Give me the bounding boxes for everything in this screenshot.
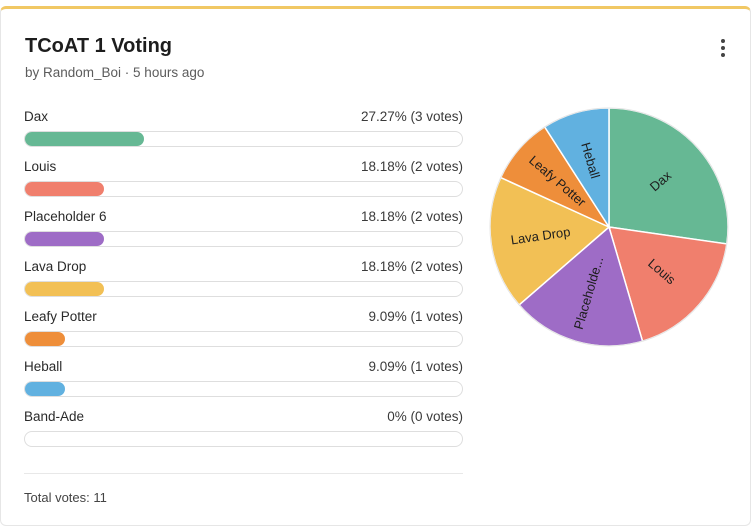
option-percentage: 0% (0 votes) bbox=[387, 409, 463, 424]
poll-option[interactable]: Lava Drop 18.18% (2 votes) bbox=[24, 259, 463, 299]
option-label: Heball bbox=[24, 359, 63, 374]
option-label: Louis bbox=[24, 159, 57, 174]
option-label: Band-Ade bbox=[24, 409, 85, 424]
total-votes: Total votes: 11 bbox=[24, 490, 107, 505]
poll-subtitle: by Random_Boi · 5 hours ago bbox=[25, 65, 205, 80]
more-options-icon[interactable] bbox=[713, 37, 733, 59]
poll-title: TCoAT 1 Voting bbox=[25, 35, 173, 57]
poll-option[interactable]: Band-Ade 0% (0 votes) bbox=[24, 409, 463, 449]
option-percentage: 27.27% (3 votes) bbox=[360, 109, 463, 124]
poll-option[interactable]: Louis 18.18% (2 votes) bbox=[24, 159, 463, 199]
option-percentage: 9.09% (1 votes) bbox=[368, 309, 463, 324]
option-label: Dax bbox=[24, 109, 49, 124]
option-bar-track bbox=[24, 331, 463, 347]
option-bar-track bbox=[24, 231, 463, 247]
option-bar-fill bbox=[25, 382, 65, 396]
poll-option[interactable]: Dax 27.27% (3 votes) bbox=[24, 109, 463, 149]
pie-outline bbox=[489, 107, 729, 347]
option-bar-track bbox=[24, 431, 463, 447]
option-bar-fill bbox=[25, 232, 105, 246]
poll-option[interactable]: Heball 9.09% (1 votes) bbox=[24, 359, 463, 399]
option-bar-fill bbox=[25, 332, 65, 346]
option-percentage: 18.18% (2 votes) bbox=[360, 159, 463, 174]
option-bar-track bbox=[24, 281, 463, 297]
option-bar-fill bbox=[25, 182, 105, 196]
poll-option[interactable]: Leafy Potter 9.09% (1 votes) bbox=[24, 309, 463, 349]
option-bar-track bbox=[24, 181, 463, 197]
option-bar-fill bbox=[25, 132, 145, 146]
divider bbox=[24, 473, 463, 474]
poll-option[interactable]: Placeholder 6 18.18% (2 votes) bbox=[24, 209, 463, 249]
option-label: Placeholder 6 bbox=[24, 209, 107, 224]
option-bar-fill bbox=[25, 282, 105, 296]
option-label: Leafy Potter bbox=[24, 309, 97, 324]
option-percentage: 9.09% (1 votes) bbox=[368, 359, 463, 374]
option-label: Lava Drop bbox=[24, 259, 87, 274]
option-percentage: 18.18% (2 votes) bbox=[360, 209, 463, 224]
option-bar-track bbox=[24, 131, 463, 147]
option-percentage: 18.18% (2 votes) bbox=[360, 259, 463, 274]
option-bar-track bbox=[24, 381, 463, 397]
